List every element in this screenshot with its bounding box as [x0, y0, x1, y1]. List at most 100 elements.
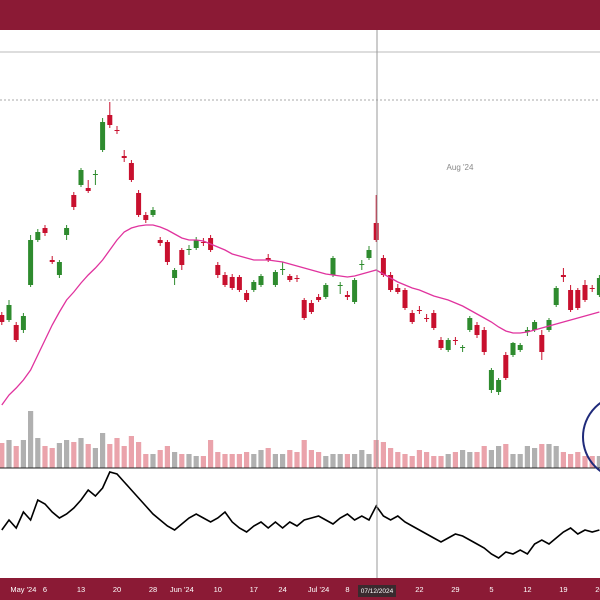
candle-body — [215, 265, 221, 275]
candle-body — [352, 280, 358, 302]
candle-body — [35, 232, 41, 240]
candle-body — [395, 288, 401, 292]
volume-bar — [193, 456, 199, 468]
volume-bar — [236, 454, 242, 468]
candle-body — [244, 293, 250, 300]
candle-body — [316, 297, 322, 300]
candle-body — [272, 272, 278, 285]
candle-body — [373, 223, 379, 240]
volume-bar — [107, 444, 113, 468]
candle-body — [445, 340, 451, 350]
candle-body — [402, 290, 408, 308]
candle-body — [179, 250, 185, 265]
candle-body — [0, 315, 5, 322]
candle-body — [553, 288, 559, 305]
volume-bar — [215, 452, 221, 468]
volume-bar — [35, 438, 41, 468]
candle-body — [251, 282, 257, 290]
candle-body — [150, 210, 156, 215]
candle-body — [308, 303, 314, 312]
volume-bar — [0, 443, 5, 468]
volume-bar — [85, 444, 91, 468]
candle-body — [452, 340, 458, 341]
candle-body — [56, 262, 62, 275]
x-tick-label: 13 — [77, 585, 85, 594]
candle-body — [20, 316, 26, 330]
candle-body — [128, 163, 134, 180]
volume-bar — [524, 446, 530, 468]
candle-body — [193, 240, 199, 248]
volume-bar — [272, 454, 278, 468]
candle-body — [121, 156, 127, 158]
volume-bar — [294, 452, 300, 468]
volume-bar — [553, 446, 559, 468]
x-tick-label: 10 — [214, 585, 222, 594]
candle-body — [560, 275, 566, 277]
candle-body — [294, 278, 300, 279]
candle-body — [546, 320, 552, 330]
candle-body — [114, 130, 120, 131]
candle-body — [280, 269, 286, 270]
volume-bar — [460, 450, 466, 468]
candle-body — [13, 325, 19, 340]
volume-bar — [244, 452, 250, 468]
candle-body — [380, 258, 386, 275]
volume-bar — [373, 440, 379, 468]
candle-body — [265, 258, 271, 260]
volume-bar — [582, 456, 588, 468]
candle-body — [186, 249, 192, 250]
top-bar — [0, 0, 600, 30]
volume-bar — [150, 454, 156, 468]
candle-body — [258, 276, 264, 285]
volume-bar — [265, 448, 271, 468]
volume-bar — [258, 450, 264, 468]
volume-bar — [467, 452, 473, 468]
candle-body — [42, 228, 48, 233]
candle-body — [438, 340, 444, 348]
volume-bar — [474, 452, 480, 468]
x-tick-label: 6 — [43, 585, 47, 594]
volume-bar — [121, 446, 127, 468]
volume-bar — [409, 456, 415, 468]
candle-body — [424, 318, 430, 319]
candle-body — [172, 270, 178, 278]
volume-bar — [136, 442, 142, 468]
volume-bar — [445, 454, 451, 468]
volume-bar — [20, 440, 26, 468]
moving-average-line — [1, 224, 600, 406]
candle-body — [287, 276, 293, 280]
volume-bar — [128, 436, 134, 468]
volume-pane — [0, 411, 600, 468]
volume-bar — [208, 440, 214, 468]
volume-bar — [172, 452, 178, 468]
oscillator-line — [1, 471, 600, 559]
volume-bar — [200, 456, 206, 468]
volume-bar — [575, 452, 581, 468]
volume-bar — [56, 443, 62, 468]
volume-bar — [380, 442, 386, 468]
candle-body — [481, 330, 487, 352]
annotation: Aug '24 — [447, 163, 474, 172]
candle-body — [49, 260, 55, 262]
candle-body — [229, 277, 235, 288]
candle-body — [222, 275, 228, 285]
candle-body — [409, 313, 415, 322]
candle-body — [474, 325, 480, 335]
x-tick-label: 20 — [113, 585, 121, 594]
candle-body — [337, 285, 343, 286]
volume-bar — [323, 456, 329, 468]
volume-bar — [143, 454, 149, 468]
volume-bar — [337, 454, 343, 468]
volume-bar — [539, 444, 545, 468]
x-tick-label: Jun '24 — [170, 585, 194, 594]
candle-body — [143, 215, 149, 220]
volume-bar — [222, 454, 228, 468]
candle-body — [524, 330, 530, 332]
crosshair-box — [358, 585, 396, 597]
x-tick-label: 24 — [278, 585, 286, 594]
x-tick-label: 28 — [149, 585, 157, 594]
x-tick-label: 8 — [345, 585, 349, 594]
volume-bar — [402, 454, 408, 468]
x-tick-label: 29 — [451, 585, 459, 594]
